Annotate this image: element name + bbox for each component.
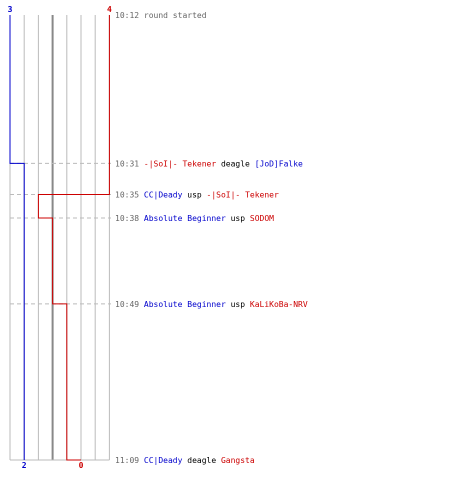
- event-killer: Absolute Beginner: [144, 214, 226, 223]
- event-killer: Absolute Beginner: [144, 300, 226, 309]
- event-killer: -|SoI|- Tekener: [144, 159, 216, 168]
- event-killer: CC|Deady: [144, 191, 183, 200]
- red-team-end-count: 0: [79, 461, 84, 470]
- event-row: 11:09 CC|Deady deagle Gangsta: [115, 456, 255, 465]
- event-time: 10:38: [115, 214, 144, 223]
- event-weapon: usp: [226, 214, 250, 223]
- red-team-start-count: 4: [107, 5, 112, 14]
- blue-team-end-count: 2: [22, 461, 27, 470]
- team-count-lines: [9, 15, 110, 461]
- event-guide-lines: [10, 162, 111, 305]
- blue-team-start-count: 3: [8, 5, 13, 14]
- event-victim: Gangsta: [221, 456, 255, 465]
- blue-team-alive-line: [9, 15, 25, 460]
- red-team-alive-line: [37, 15, 110, 461]
- grid-lines: [9, 15, 110, 461]
- event-killer: CC|Deady: [144, 456, 183, 465]
- event-log: 10:12 round started 10:31 -|SoI|- Tekener…: [115, 11, 308, 465]
- event-weapon: deagle: [216, 159, 255, 168]
- team-count-labels: 3 2 4 0: [8, 5, 112, 470]
- event-time: 10:12: [115, 11, 144, 20]
- event-weapon: usp: [182, 191, 206, 200]
- event-row: 10:49 Absolute Beginner usp KaLiKoBa-NRV: [115, 300, 308, 309]
- event-victim: KaLiKoBa-NRV: [250, 300, 308, 309]
- event-text: round started: [144, 11, 207, 20]
- event-row: 10:38 Absolute Beginner usp SODOM: [115, 214, 274, 223]
- event-row: 10:31 -|SoI|- Tekener deagle [JoD]Falke: [115, 159, 303, 168]
- event-victim: SODOM: [250, 214, 274, 223]
- event-row: 10:35 CC|Deady usp -|SoI|- Tekener: [115, 191, 279, 200]
- event-time: 11:09: [115, 456, 144, 465]
- event-row: 10:12 round started: [115, 11, 207, 20]
- event-victim: [JoD]Falke: [255, 159, 303, 168]
- event-weapon: usp: [226, 300, 250, 309]
- event-time: 10:31: [115, 159, 144, 168]
- event-time: 10:35: [115, 191, 144, 200]
- event-victim: -|SoI|- Tekener: [207, 191, 279, 200]
- event-time: 10:49: [115, 300, 144, 309]
- event-weapon: deagle: [182, 456, 221, 465]
